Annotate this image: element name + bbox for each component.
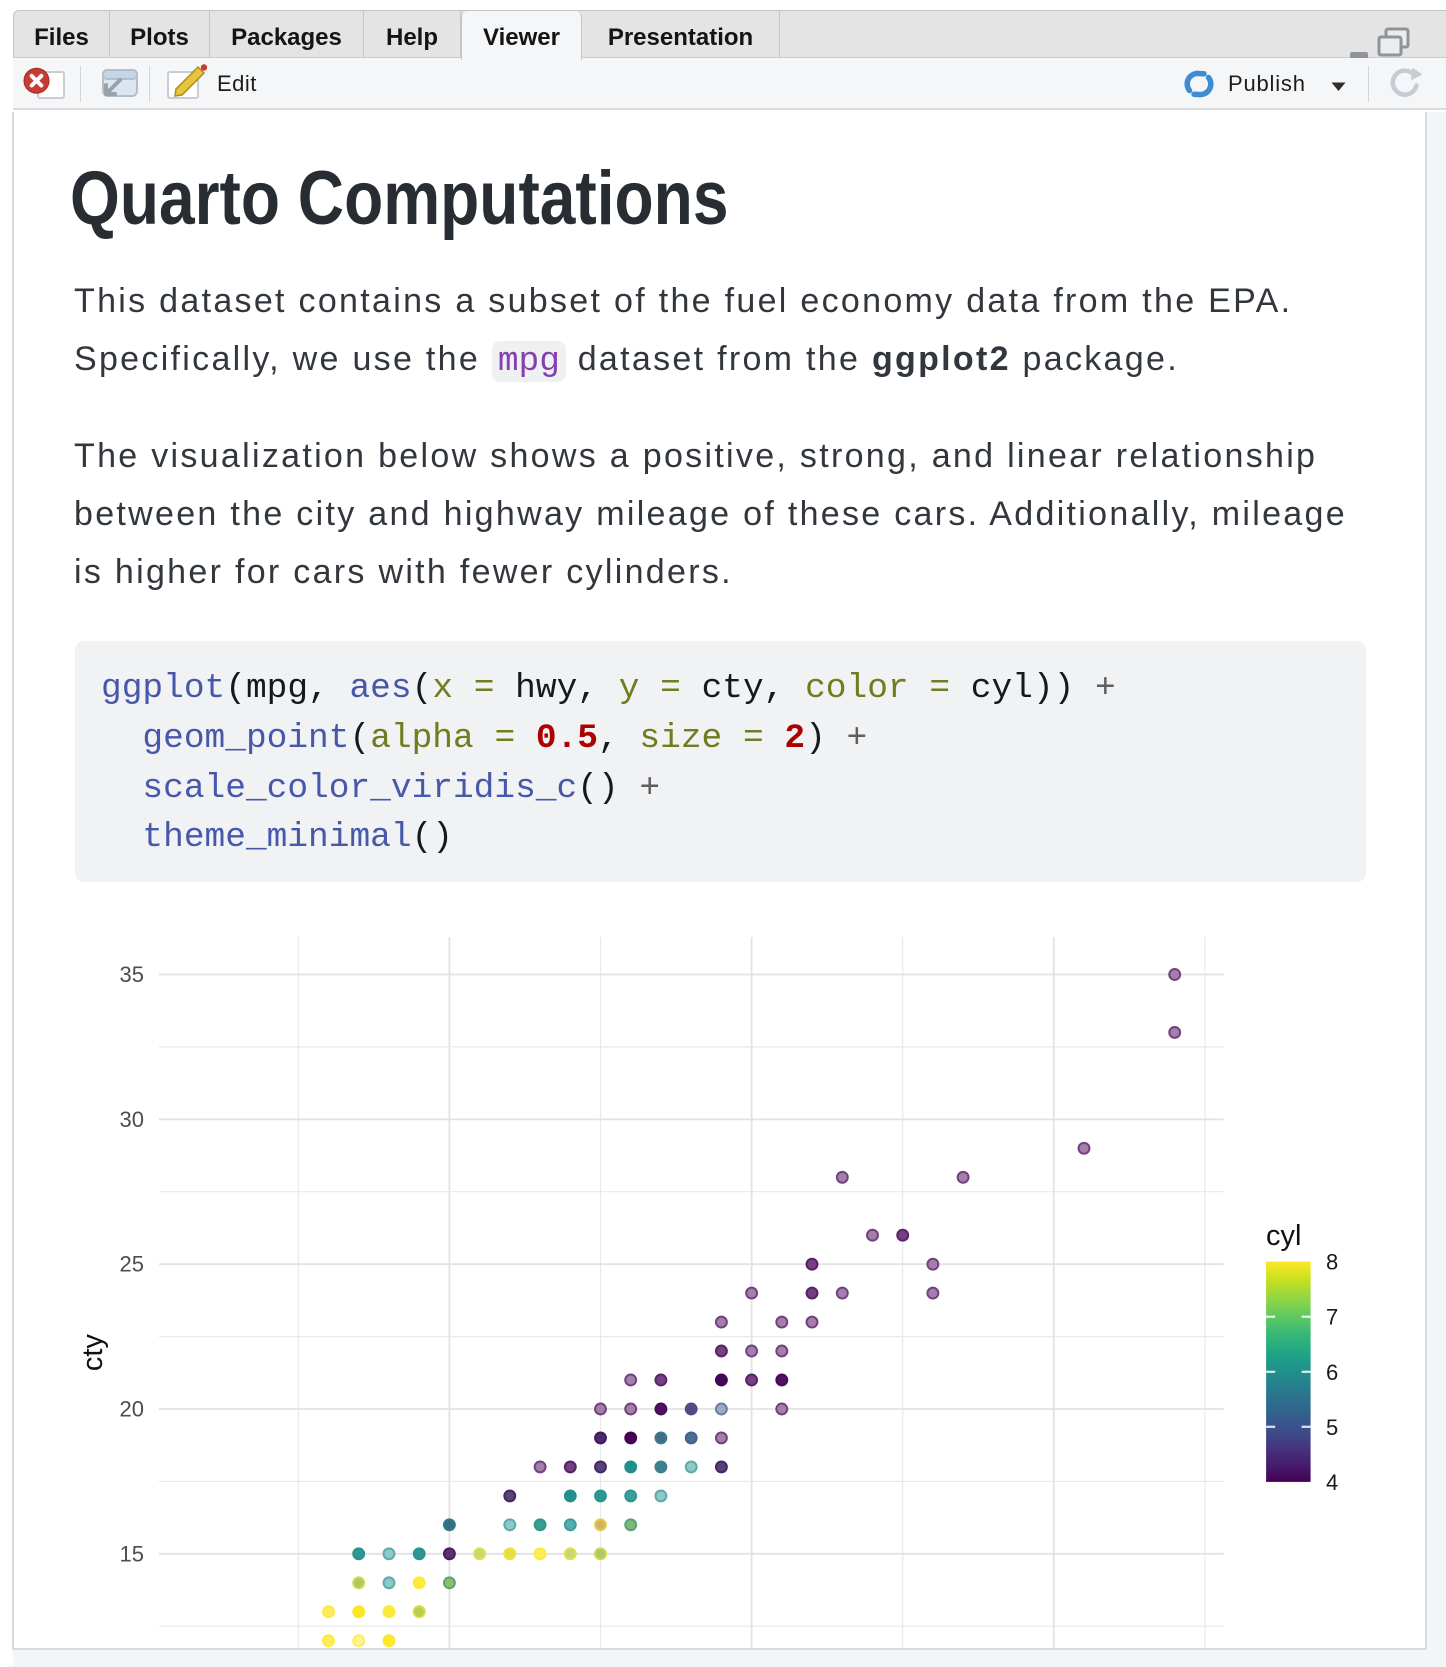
svg-text:20: 20 (120, 1397, 144, 1422)
svg-text:5: 5 (1326, 1415, 1338, 1440)
svg-text:cty: cty (77, 1334, 109, 1372)
svg-text:35: 35 (120, 962, 144, 987)
svg-text:4: 4 (1326, 1470, 1338, 1495)
svg-text:7: 7 (1326, 1305, 1338, 1330)
svg-text:8: 8 (1326, 1250, 1338, 1275)
svg-text:6: 6 (1326, 1360, 1338, 1385)
svg-text:25: 25 (120, 1252, 144, 1277)
svg-text:30: 30 (120, 1107, 144, 1132)
svg-text:15: 15 (120, 1541, 144, 1566)
svg-text:cyl: cyl (1266, 1220, 1301, 1252)
